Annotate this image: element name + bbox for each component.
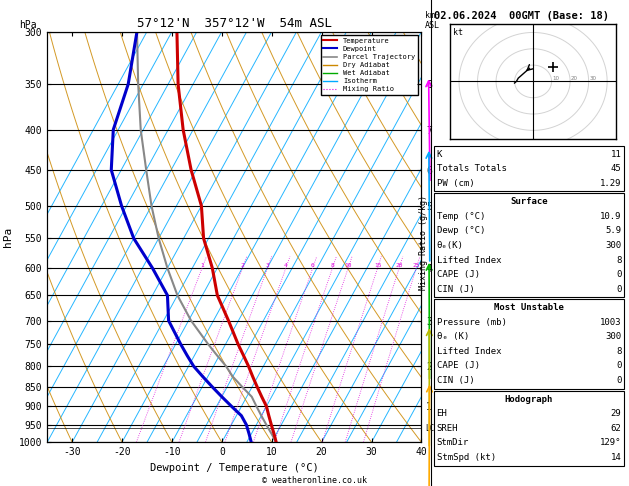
Text: 10.9: 10.9 [600,212,621,221]
Text: CAPE (J): CAPE (J) [437,362,479,370]
Text: Lifted Index: Lifted Index [437,256,501,264]
Text: 8: 8 [616,347,621,356]
Text: θₑ (K): θₑ (K) [437,332,469,341]
Text: 30: 30 [589,76,596,81]
Text: Surface: Surface [510,197,548,206]
Text: km
ASL: km ASL [425,11,440,30]
Text: CIN (J): CIN (J) [437,285,474,294]
Text: 8: 8 [331,263,335,268]
Text: 15: 15 [374,263,381,268]
Text: Hodograph: Hodograph [505,395,553,403]
Text: 11: 11 [611,150,621,158]
X-axis label: Dewpoint / Temperature (°C): Dewpoint / Temperature (°C) [150,463,319,473]
Text: 10: 10 [552,76,560,81]
Text: Temp (°C): Temp (°C) [437,212,485,221]
Text: 29: 29 [611,409,621,418]
Text: StmDir: StmDir [437,438,469,447]
Text: © weatheronline.co.uk: © weatheronline.co.uk [262,475,367,485]
Text: 0: 0 [616,285,621,294]
Text: hPa: hPa [19,19,36,30]
Text: CAPE (J): CAPE (J) [437,270,479,279]
Text: Dewp (°C): Dewp (°C) [437,226,485,235]
Title: 57°12'N  357°12'W  54m ASL: 57°12'N 357°12'W 54m ASL [136,17,332,31]
Text: K: K [437,150,442,158]
Text: StmSpd (kt): StmSpd (kt) [437,453,496,462]
Text: kt: kt [453,28,463,37]
Text: 20: 20 [396,263,403,268]
Text: 25: 25 [413,263,420,268]
Text: 10: 10 [345,263,352,268]
Text: 1003: 1003 [600,318,621,327]
Text: θₑ(K): θₑ(K) [437,241,464,250]
Text: 14: 14 [611,453,621,462]
Text: Lifted Index: Lifted Index [437,347,501,356]
Text: 5.9: 5.9 [605,226,621,235]
Text: 02.06.2024  00GMT (Base: 18): 02.06.2024 00GMT (Base: 18) [434,11,609,21]
Text: 20: 20 [571,76,578,81]
Text: 1.29: 1.29 [600,179,621,188]
Text: SREH: SREH [437,424,458,433]
Text: 62: 62 [611,424,621,433]
Text: 3: 3 [265,263,269,268]
Text: 0: 0 [616,362,621,370]
Text: 6: 6 [311,263,314,268]
Text: 0: 0 [616,270,621,279]
Text: 300: 300 [605,332,621,341]
Text: 2: 2 [241,263,244,268]
Text: PW (cm): PW (cm) [437,179,474,188]
Text: Pressure (mb): Pressure (mb) [437,318,506,327]
Legend: Temperature, Dewpoint, Parcel Trajectory, Dry Adiabat, Wet Adiabat, Isotherm, Mi: Temperature, Dewpoint, Parcel Trajectory… [321,35,418,95]
Text: CIN (J): CIN (J) [437,376,474,385]
Text: 0: 0 [616,376,621,385]
Text: LCL: LCL [425,424,439,433]
Text: EH: EH [437,409,447,418]
Text: Mixing Ratio (g/kg): Mixing Ratio (g/kg) [419,195,428,291]
Text: Most Unstable: Most Unstable [494,303,564,312]
Text: 300: 300 [605,241,621,250]
Text: 129°: 129° [600,438,621,447]
Text: 1: 1 [200,263,204,268]
Text: 45: 45 [611,164,621,173]
Y-axis label: hPa: hPa [3,227,13,247]
Text: 8: 8 [616,256,621,264]
Text: Totals Totals: Totals Totals [437,164,506,173]
Text: 4: 4 [284,263,287,268]
